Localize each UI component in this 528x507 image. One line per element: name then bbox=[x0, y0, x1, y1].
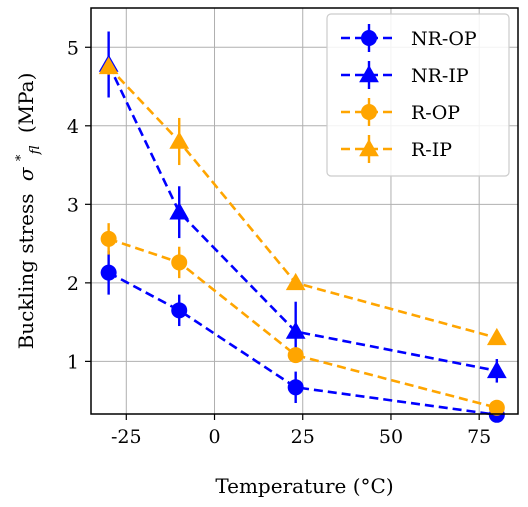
y-axis-label-sup: * bbox=[14, 154, 29, 161]
x-tick-label: 75 bbox=[467, 426, 491, 448]
series-layer bbox=[98, 31, 507, 423]
y-tick-label: 3 bbox=[67, 194, 79, 216]
plot-frame bbox=[90, 7, 519, 415]
y-tick-label: 2 bbox=[67, 273, 79, 295]
x-tick-label: 0 bbox=[208, 426, 220, 448]
y-axis-label-unit: (MPa) bbox=[14, 73, 38, 134]
y-tick-label: 1 bbox=[67, 351, 79, 373]
legend-box bbox=[326, 13, 510, 177]
data-point-r-ip bbox=[98, 56, 119, 75]
data-point-r-op bbox=[100, 230, 117, 247]
y-tick-label: 4 bbox=[67, 116, 79, 138]
x-tick-label: 25 bbox=[291, 426, 315, 448]
legend-label-r-ip: R-IP bbox=[411, 139, 452, 161]
legend-marker-r-op bbox=[361, 104, 377, 120]
data-point-r-op bbox=[287, 347, 304, 364]
y-axis-label-text: Buckling stress bbox=[14, 193, 38, 349]
data-point-nr-op bbox=[171, 302, 188, 319]
data-point-r-ip bbox=[169, 131, 190, 149]
series-line-r-op bbox=[108, 237, 498, 409]
legend-label-r-op: R-OP bbox=[411, 102, 460, 124]
legend-label-nr-op: NR-OP bbox=[411, 28, 477, 50]
data-point-r-ip bbox=[285, 272, 306, 291]
y-axis-label: Buckling stress σ * fl (MPa) bbox=[6, 73, 44, 350]
data-point-r-op bbox=[171, 254, 188, 271]
legend: NR-OP NR-IP R-OP R-IP bbox=[326, 13, 510, 177]
axis-ticks: -25 0 25 50 75 1 2 3 4 5 bbox=[67, 37, 491, 448]
data-point-r-ip bbox=[486, 327, 507, 346]
legend-marker-nr-op bbox=[361, 30, 377, 46]
data-point-nr-ip bbox=[486, 360, 507, 379]
series-r-op bbox=[100, 223, 505, 416]
x-axis-label: Temperature (°C) bbox=[215, 474, 393, 498]
legend-label-nr-ip: NR-IP bbox=[411, 65, 469, 87]
y-axis-label-sub: fl bbox=[28, 145, 43, 155]
y-axis-label-symbol: σ bbox=[14, 166, 38, 181]
series-r-ip bbox=[98, 56, 507, 346]
legend-marker-nr-ip bbox=[359, 64, 379, 83]
data-point-nr-ip bbox=[285, 321, 306, 339]
y-tick-label: 5 bbox=[67, 37, 79, 59]
data-point-r-op bbox=[488, 399, 505, 416]
data-point-nr-ip bbox=[169, 202, 190, 220]
x-tick-label: 50 bbox=[379, 426, 403, 448]
legend-marker-r-ip bbox=[359, 138, 379, 157]
x-tick-label: -25 bbox=[111, 426, 142, 448]
data-point-nr-op bbox=[100, 264, 117, 281]
data-point-nr-op bbox=[287, 379, 304, 396]
series-nr-op bbox=[100, 250, 505, 423]
